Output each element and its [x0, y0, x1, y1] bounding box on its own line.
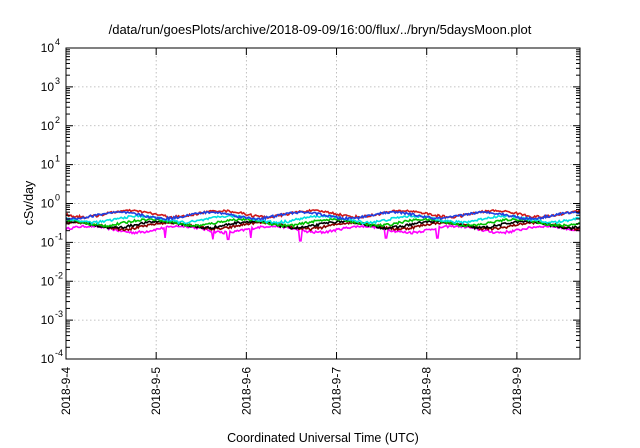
x-tick-labels: 2018-9-4 2018-9-5 2018-9-6 2018-9-7 2018-9-8… [59, 367, 524, 415]
y-tick-label: 10 [41, 41, 55, 55]
series-lines [65, 208, 581, 242]
y-tick-label: 10 [41, 274, 55, 288]
y-tick-exponent: 3 [55, 76, 60, 86]
series-line [65, 210, 581, 222]
y-tick-exponent: 4 [55, 37, 60, 47]
y-tick-label: 10 [41, 158, 55, 172]
y-tick-label: 10 [41, 313, 55, 327]
series-line [65, 220, 581, 232]
y-tick-label: 10 [41, 119, 55, 133]
x-tick-label: 2018-9-8 [420, 367, 434, 415]
x-tick-label: 2018-9-4 [59, 367, 73, 415]
series-line [65, 217, 581, 229]
series-line [65, 219, 581, 231]
y-tick-label: 10 [41, 352, 55, 366]
x-tick-label: 2018-9-6 [239, 367, 253, 415]
series-line [65, 224, 581, 242]
ticks [65, 47, 580, 360]
y-tick-exponent: 0 [55, 193, 60, 203]
y-tick-label: 10 [41, 80, 55, 94]
y-tick-label: 10 [41, 197, 55, 211]
y-tick-exponent: -3 [55, 309, 63, 319]
series-line [65, 208, 581, 220]
y-tick-exponent: -4 [55, 348, 63, 358]
x-tick-label: 2018-9-7 [330, 367, 344, 415]
y-tick-exponent: 2 [55, 115, 60, 125]
y-tick-exponent: -2 [55, 270, 63, 280]
y-tick-label: 10 [41, 235, 55, 249]
chart-title: /data/run/goesPlots/archive/2018-09-09/1… [109, 22, 532, 37]
x-tick-label: 2018-9-5 [149, 367, 163, 415]
grid-lines [66, 48, 580, 359]
y-axis-label: cSv/day [22, 180, 36, 225]
x-axis-label: Coordinated Universal Time (UTC) [227, 431, 419, 445]
x-tick-label: 2018-9-9 [510, 367, 524, 415]
y-tick-exponent: 1 [55, 154, 60, 164]
y-tick-exponent: -1 [55, 231, 63, 241]
